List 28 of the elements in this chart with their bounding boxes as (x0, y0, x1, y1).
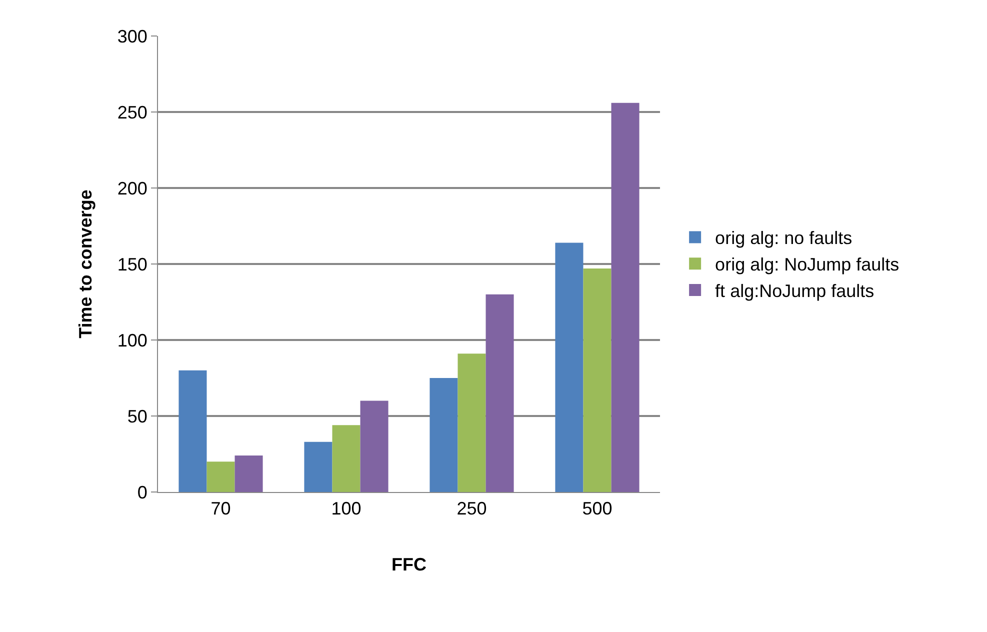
bar (206, 462, 235, 492)
bar (555, 242, 584, 492)
bar (583, 268, 612, 492)
y-tick-label: 100 (117, 330, 148, 350)
legend-label: orig alg: NoJump faults (715, 254, 900, 275)
y-tick-label: 0 (137, 482, 148, 502)
x-tick-label: 70 (210, 498, 231, 519)
bar (178, 370, 207, 492)
bar (332, 425, 360, 492)
x-axis-title: FFC (392, 554, 426, 575)
x-tick-label: 500 (582, 498, 612, 519)
y-tick-label: 150 (117, 254, 148, 274)
bar (430, 378, 458, 492)
y-axis-title: Time to converge (76, 190, 96, 338)
x-tick-label: 100 (331, 498, 362, 519)
bar (360, 400, 388, 492)
y-tick-label: 300 (117, 26, 148, 46)
bar (486, 294, 514, 492)
legend-label: orig alg: no faults (715, 228, 852, 248)
bar (304, 442, 332, 492)
y-tick-label: 250 (117, 102, 148, 122)
bar (234, 456, 263, 492)
y-tick-label: 200 (117, 178, 148, 198)
y-tick-label: 50 (127, 406, 148, 426)
legend-label: ft alg:NoJump faults (715, 281, 874, 302)
x-tick-label: 250 (456, 498, 487, 519)
bar (611, 102, 640, 492)
bar (458, 354, 486, 492)
